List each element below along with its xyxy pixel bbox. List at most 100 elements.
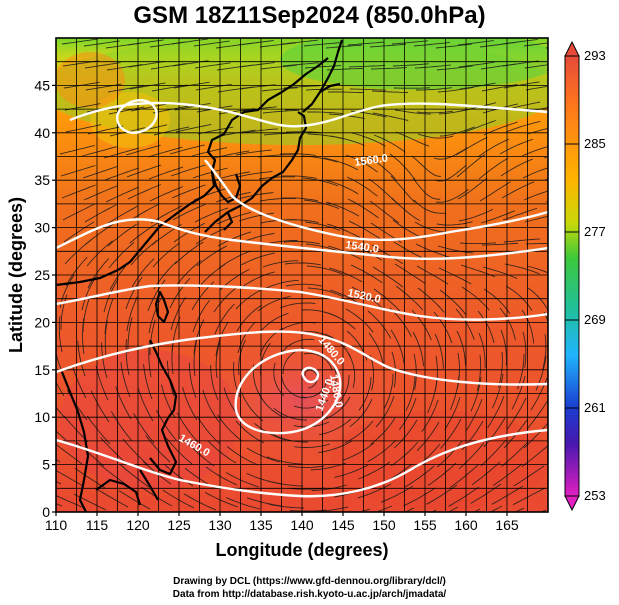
streamline (521, 445, 548, 468)
y-tick-label: 40 (34, 125, 50, 141)
streamline (95, 365, 109, 401)
x-tick-label: 160 (454, 517, 478, 533)
streamline (483, 417, 506, 448)
streamline (507, 397, 527, 430)
streamline (398, 397, 417, 430)
streamline (465, 398, 483, 432)
contour-1480-loop (234, 348, 342, 435)
streamline (349, 88, 387, 91)
streamline (284, 262, 321, 266)
colorbar-label: 293 (584, 48, 606, 63)
streamline (500, 329, 507, 366)
streamline (307, 111, 343, 115)
streamline (83, 185, 118, 201)
streamline (404, 465, 435, 488)
streamline (522, 167, 548, 179)
colorbar-top-arrow (564, 40, 580, 57)
streamline (280, 175, 317, 179)
streamline (479, 181, 511, 202)
streamline (241, 128, 278, 134)
streamline (427, 377, 438, 413)
contour-1560 (69, 101, 548, 128)
streamline (458, 61, 495, 68)
x-tick-label: 115 (86, 517, 109, 533)
credit-data: Data from http://database.rish.kyoto-u.a… (172, 589, 447, 600)
streamline (478, 332, 486, 369)
streamline (293, 399, 329, 409)
streamline (455, 308, 475, 340)
streamline (71, 364, 87, 399)
streamline (194, 207, 229, 223)
streamline (513, 465, 545, 487)
streamline (196, 415, 221, 445)
indochina-coastline (60, 371, 90, 512)
y-tick-label: 25 (34, 267, 50, 283)
streamline (346, 176, 378, 197)
streamline (305, 243, 342, 253)
streamline (133, 413, 155, 444)
streamline (448, 486, 480, 507)
streamline (238, 62, 275, 68)
streamline (414, 64, 451, 69)
streamline (131, 258, 155, 288)
streamline (237, 40, 274, 46)
streamline (373, 288, 402, 313)
y-tick-label: 20 (34, 314, 50, 330)
streamline (524, 215, 548, 223)
streamline (153, 126, 190, 136)
contour-label: 1540.0 (345, 239, 380, 256)
streamline (290, 509, 327, 512)
streamline (282, 219, 319, 224)
y-tick-labels: 0 5 10 15 20 25 30 35 40 45 (34, 77, 56, 520)
streamline (127, 317, 133, 354)
streamline (263, 279, 299, 290)
streamline (74, 467, 106, 489)
streamline (279, 153, 316, 156)
streamline (480, 439, 507, 467)
streamline (105, 186, 139, 203)
streamline (210, 365, 219, 401)
streamline (440, 418, 462, 449)
streamline (523, 42, 548, 47)
streamline (457, 177, 488, 200)
streamline (395, 285, 424, 311)
contour-1520 (56, 284, 548, 321)
streamline (84, 204, 117, 223)
streamline (525, 85, 548, 91)
streamline (175, 124, 212, 133)
streamline (371, 90, 409, 93)
streamline (188, 362, 197, 399)
china-coastline (129, 57, 329, 263)
streamline (304, 369, 318, 389)
streamline (416, 110, 453, 114)
streamline (120, 464, 150, 488)
streamline (137, 388, 154, 422)
streamline (150, 205, 183, 224)
streamline (447, 506, 459, 512)
streamline (56, 443, 83, 465)
streamline (288, 465, 325, 468)
streamline (108, 106, 145, 115)
streamline (344, 420, 374, 444)
streamline (522, 331, 527, 368)
streamline (303, 42, 340, 47)
streamline (207, 440, 237, 464)
streamline (258, 393, 286, 419)
colorbar-label: 261 (584, 400, 606, 415)
streamline (61, 38, 98, 45)
streamline (236, 171, 273, 178)
streamline (504, 263, 540, 275)
streamline (149, 186, 184, 202)
streamline (412, 177, 441, 200)
streamline (281, 197, 318, 202)
streamline (483, 288, 511, 314)
streamline (380, 485, 414, 503)
streamline (118, 490, 151, 510)
streamline (130, 239, 158, 266)
streamline (325, 44, 362, 49)
streamline (125, 276, 143, 310)
streamline (82, 166, 118, 179)
streamline (394, 263, 426, 284)
streamline (63, 221, 95, 243)
